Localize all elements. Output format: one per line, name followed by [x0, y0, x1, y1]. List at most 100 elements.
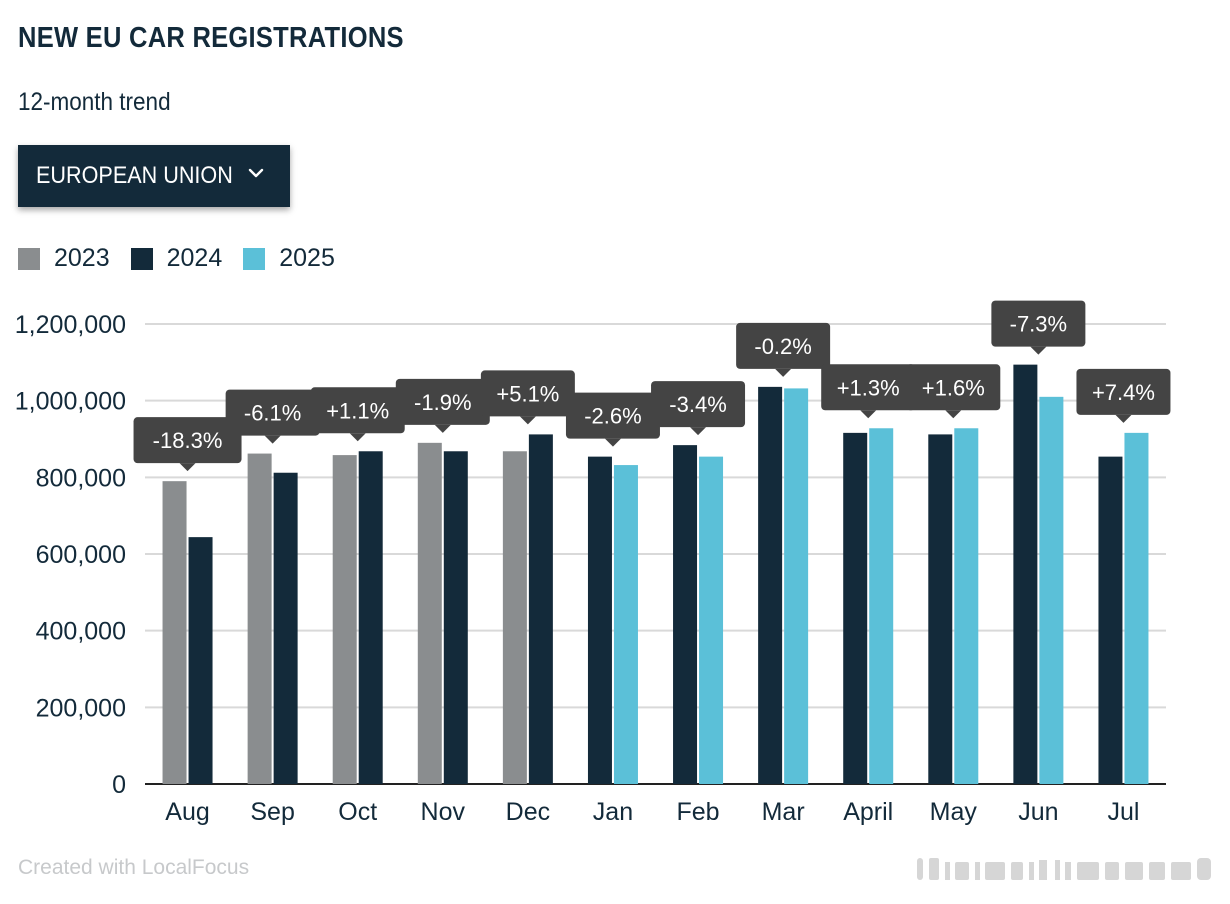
legend-item-2023[interactable]: 2023 [18, 244, 110, 273]
x-tick-label: Jul [1107, 798, 1139, 826]
bar-2024-jul [1098, 456, 1123, 784]
change-label-april: +1.3% [821, 364, 916, 419]
change-label-box [133, 417, 242, 464]
legend-label-2025: 2025 [279, 244, 335, 272]
change-label-sep: -6.1% [225, 389, 320, 444]
change-label-pointer [1030, 346, 1047, 355]
change-label-text: -2.6% [584, 404, 641, 429]
change-label-text: -1.9% [414, 390, 471, 415]
bar-2024-feb [673, 445, 698, 784]
change-label-pointer [1115, 414, 1132, 423]
bar-2024-dec [528, 434, 553, 784]
bar-2023-sep [247, 453, 272, 784]
y-tick-label: 0 [112, 771, 126, 799]
change-label-pointer [264, 435, 281, 444]
change-label-jul: +7.4% [1076, 368, 1171, 423]
change-label-box [736, 322, 831, 369]
change-label-text: -0.2% [754, 334, 811, 359]
change-label-text: +1.3% [837, 375, 900, 400]
change-label-box [991, 300, 1086, 347]
bar-2024-oct [358, 451, 383, 784]
change-label-text: +7.4% [1092, 380, 1155, 405]
change-label-box [565, 392, 660, 439]
change-label-box [395, 378, 490, 425]
legend-item-2024[interactable]: 2024 [130, 244, 223, 273]
change-label-box [310, 387, 405, 434]
change-label-may: +1.6% [906, 364, 1001, 419]
x-tick-label: Nov [421, 798, 466, 826]
change-label-pointer [604, 438, 621, 447]
legend-item-2025[interactable]: 2025 [243, 244, 335, 273]
bar-2024-aug [188, 537, 213, 784]
change-label-text: +5.1% [496, 381, 559, 406]
change-label-text: +1.6% [922, 375, 985, 400]
bar-2024-april [843, 432, 868, 784]
change-label-box [906, 364, 1001, 411]
legend-swatch-2025 [243, 247, 266, 270]
legend-swatch-2023 [18, 247, 40, 270]
change-label-text: -6.1% [244, 401, 301, 426]
x-tick-label: Mar [762, 798, 805, 826]
bar-2025-feb [699, 456, 724, 784]
x-tick-label: Sep [250, 798, 294, 826]
x-tick-label: Dec [506, 798, 550, 826]
change-label-pointer [775, 368, 792, 377]
change-label-text: -3.4% [669, 392, 726, 417]
bar-2025-jun [1039, 396, 1064, 784]
change-label-box [225, 389, 320, 436]
y-tick-label: 600,000 [36, 541, 126, 569]
change-label-pointer [860, 410, 877, 419]
change-label-pointer [349, 433, 366, 442]
chart-subtitle: 12-month trend [18, 88, 171, 116]
change-label-box [480, 370, 575, 417]
x-tick-label: Oct [338, 798, 377, 826]
bar-2023-nov [417, 442, 442, 784]
change-label-pointer [519, 416, 536, 425]
bar-2025-may [954, 428, 979, 784]
bar-2024-jun [1013, 364, 1038, 784]
x-tick-label: May [930, 798, 978, 826]
change-label-box [1076, 368, 1171, 415]
x-tick-label: Feb [676, 798, 719, 826]
bar-2025-jul [1124, 432, 1149, 784]
chart-title: NEW EU CAR REGISTRATIONS [18, 22, 404, 54]
bar-2024-nov [443, 451, 468, 784]
y-tick-label: 800,000 [36, 464, 126, 492]
change-label-box [651, 381, 746, 428]
change-label-jun: -7.3% [991, 300, 1086, 355]
change-label-text: +1.1% [326, 398, 389, 423]
region-dropdown-label: EUROPEAN UNION [36, 162, 233, 189]
bar-2023-aug [162, 481, 187, 784]
bar-2024-may [928, 434, 953, 784]
change-label-pointer [690, 427, 707, 436]
change-label-text: -18.3% [153, 428, 223, 453]
region-dropdown[interactable]: EUROPEAN UNION [18, 145, 290, 207]
watermark-logo-icon [917, 858, 1211, 880]
change-label-dec: +5.1% [480, 370, 575, 425]
change-label-text: -7.3% [1010, 312, 1067, 337]
change-label-mar: -0.2% [736, 322, 831, 377]
y-tick-label: 400,000 [36, 618, 126, 646]
change-label-pointer [434, 424, 451, 433]
bar-2025-mar [784, 388, 809, 784]
change-label-pointer [179, 463, 196, 472]
change-label-feb: -3.4% [651, 381, 746, 436]
legend-swatch-2024 [130, 247, 153, 270]
bar-2024-jan [587, 456, 612, 784]
change-label-nov: -1.9% [395, 378, 490, 433]
change-label-jan: -2.6% [565, 392, 660, 447]
y-tick-label: 200,000 [36, 694, 126, 722]
x-tick-label: April [843, 798, 893, 826]
bar-2023-dec [502, 451, 527, 784]
legend-label-2023: 2023 [54, 244, 110, 272]
x-tick-label: Jan [593, 798, 633, 826]
change-label-box [821, 364, 916, 411]
change-label-oct: +1.1% [310, 387, 405, 442]
bar-2025-jan [613, 465, 638, 784]
chevron-down-icon [248, 168, 264, 178]
legend-label-2024: 2024 [166, 244, 223, 272]
x-tick-label: Jun [1018, 798, 1058, 826]
credit-text: Created with LocalFocus [18, 856, 250, 879]
bar-2024-mar [758, 386, 783, 784]
